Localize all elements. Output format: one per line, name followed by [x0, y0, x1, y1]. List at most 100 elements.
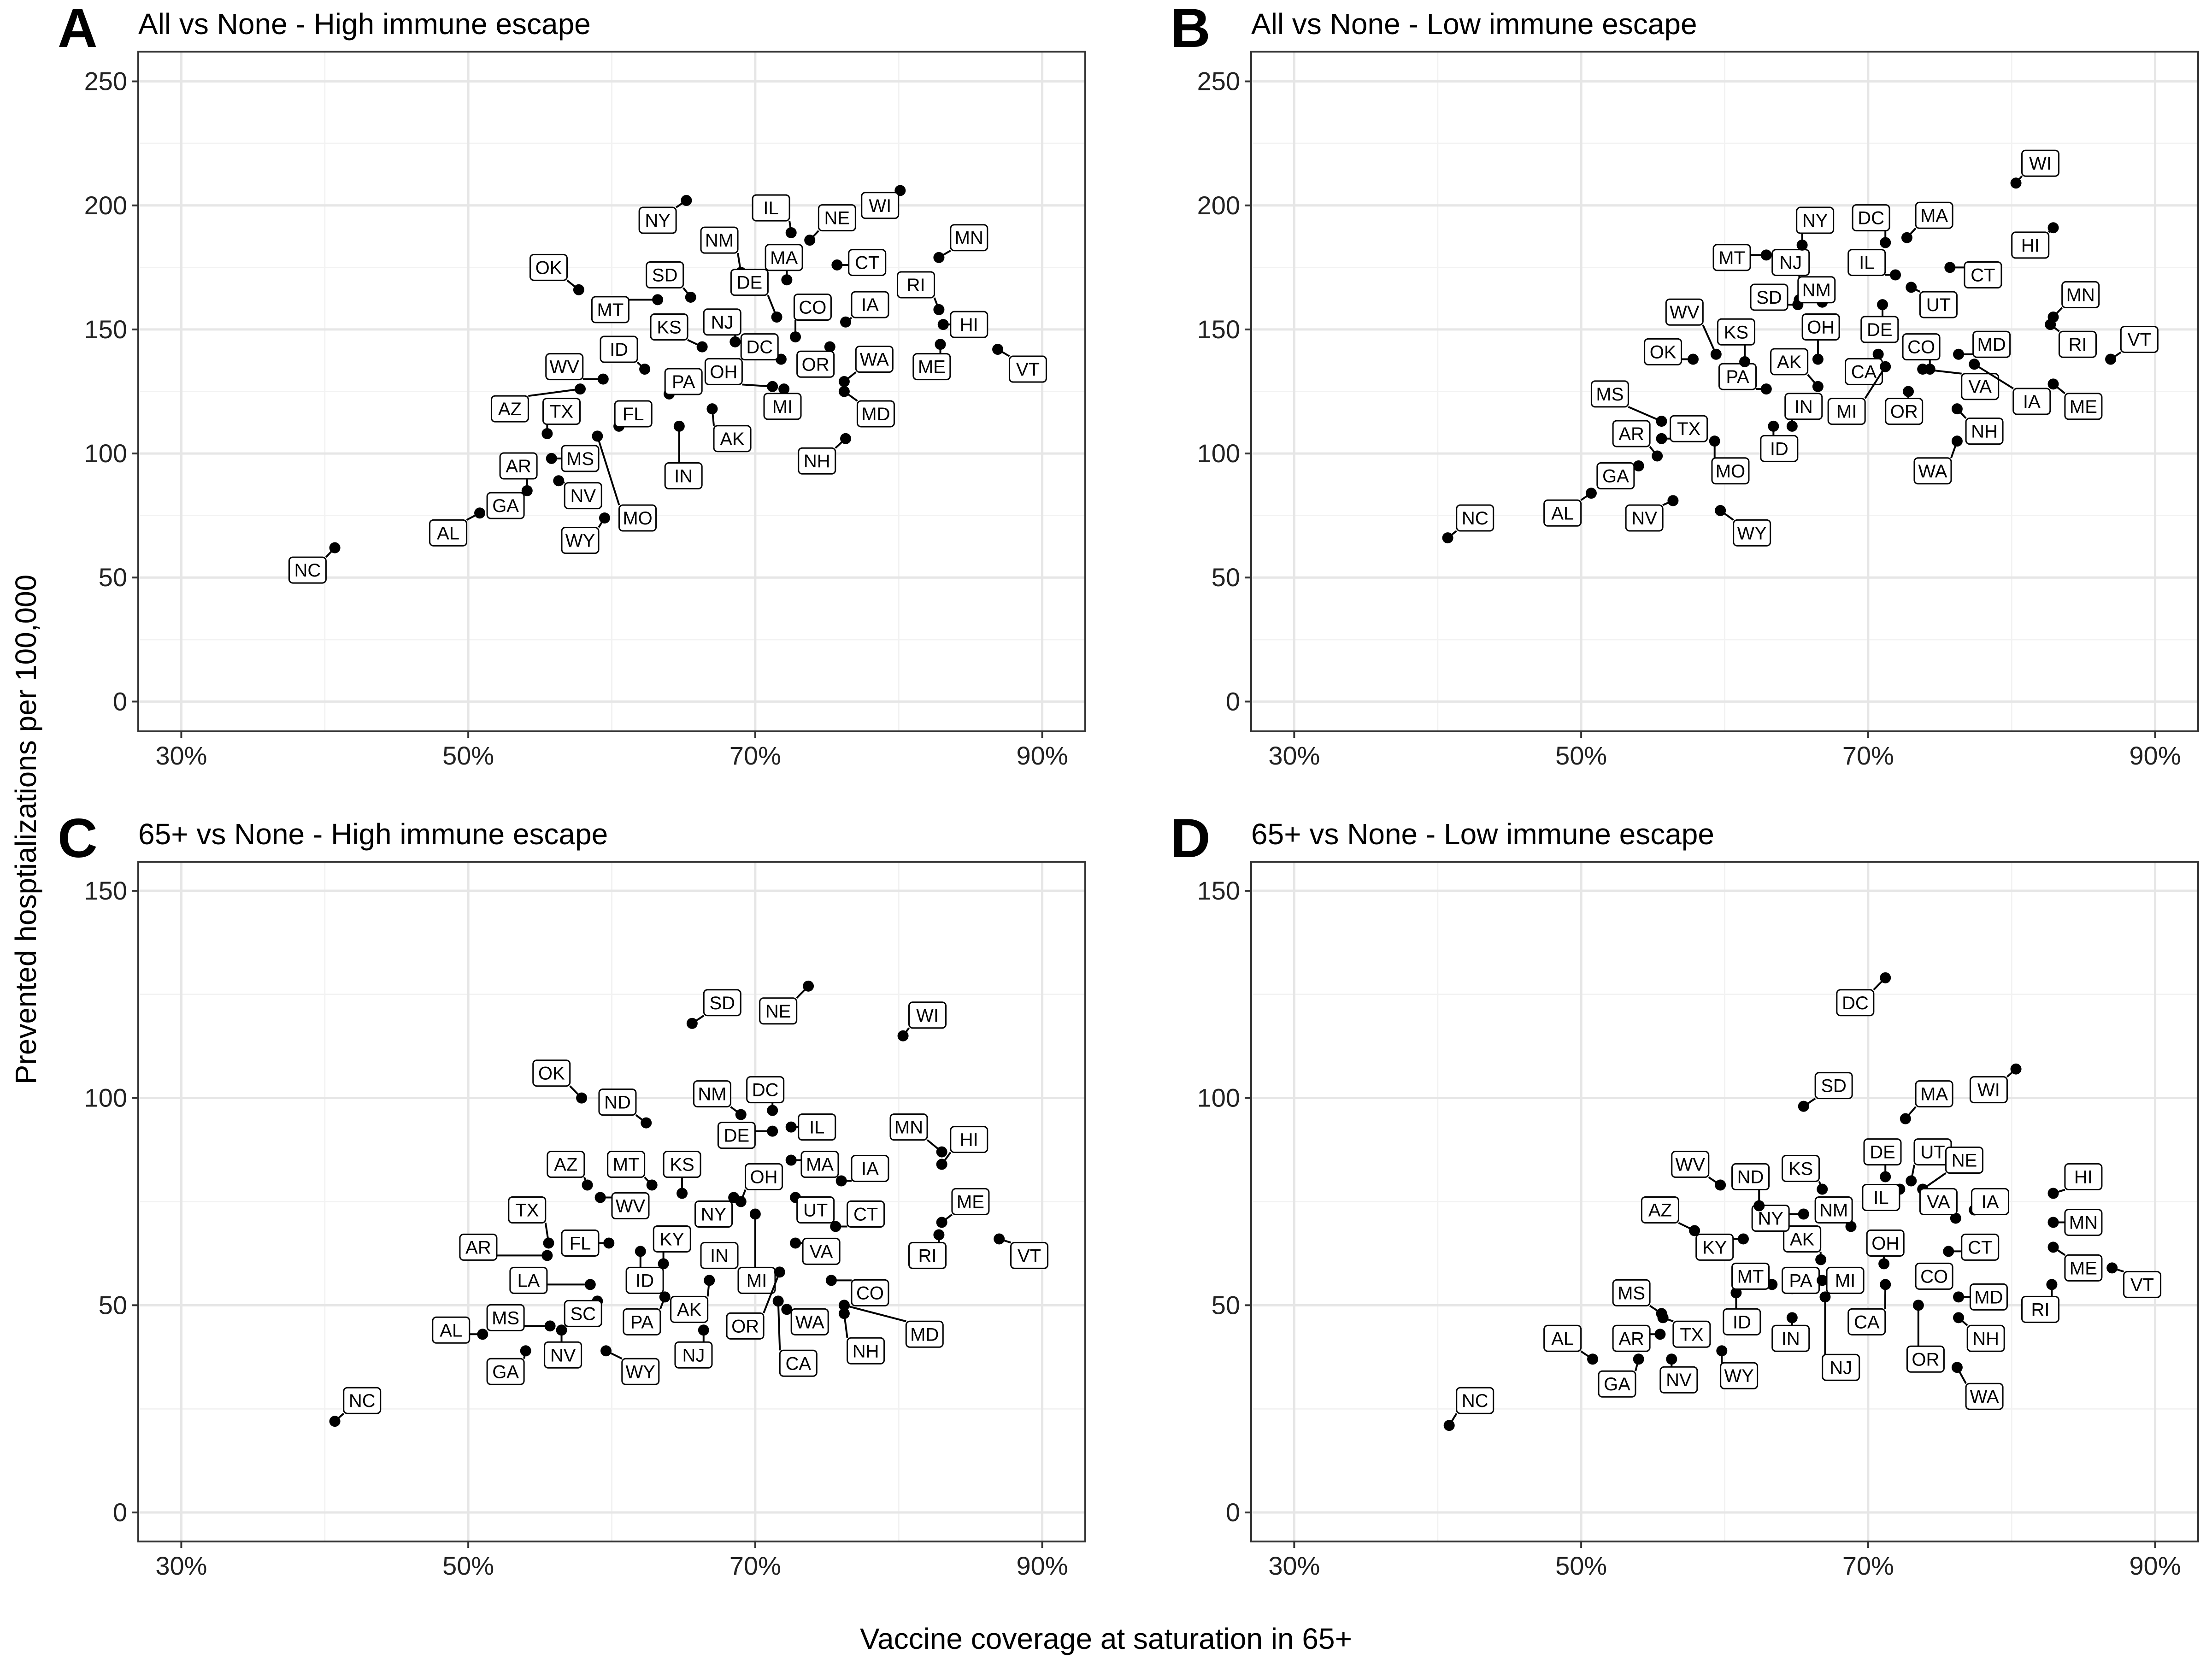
data-point — [599, 512, 610, 524]
state-label-box — [2120, 325, 2159, 353]
data-point — [1845, 1221, 1857, 1232]
state-label: MI — [1836, 402, 1857, 422]
state-label: NC — [1462, 1391, 1488, 1411]
data-point — [824, 341, 835, 353]
state-label-box — [1641, 1196, 1679, 1224]
y-tick-label: 50 — [1212, 1290, 1240, 1319]
data-point — [933, 1229, 945, 1241]
data-point — [685, 291, 696, 303]
state-label: MT — [613, 1155, 640, 1175]
state-label: RI — [918, 1246, 937, 1266]
data-point — [575, 383, 586, 395]
state-label-box — [561, 526, 600, 554]
data-point — [2047, 1217, 2059, 1228]
state-label: MN — [894, 1118, 923, 1138]
state-label: ID — [1770, 439, 1788, 459]
data-point — [1710, 348, 1722, 360]
state-label: MS — [1596, 384, 1624, 405]
state-label: NH — [853, 1341, 879, 1361]
x-tick-label: 70% — [729, 741, 781, 770]
data-point — [729, 336, 741, 347]
state-label: AR — [1618, 424, 1644, 444]
state-label-box — [726, 1312, 765, 1340]
state-label: WY — [1724, 1366, 1753, 1386]
state-label-box — [759, 997, 798, 1025]
data-point — [1796, 239, 1808, 251]
state-label: AL — [437, 523, 459, 543]
data-point — [790, 1237, 801, 1249]
data-point — [681, 194, 692, 206]
data-point — [603, 1237, 615, 1249]
state-label-box — [1720, 1362, 1759, 1389]
x-tick-label: 90% — [1017, 741, 1068, 770]
y-tick-label: 150 — [84, 315, 127, 344]
x-tick-label: 70% — [729, 1551, 781, 1580]
state-label-box — [2064, 393, 2103, 420]
panel-a: A All vs None - High immune escape 30% 50% 7… — [58, 0, 1086, 770]
data-point — [1917, 364, 1929, 375]
state-label: OR — [1912, 1349, 1939, 1370]
state-label: AR — [465, 1237, 491, 1258]
data-point — [1906, 1175, 1917, 1187]
y-tick-label: 100 — [84, 439, 127, 468]
data-point — [1969, 359, 1980, 370]
state-label: MI — [747, 1271, 767, 1291]
state-label-box — [1969, 1076, 2008, 1104]
data-point — [1815, 1254, 1827, 1265]
state-label: GA — [492, 496, 519, 516]
data-point — [1953, 1312, 1965, 1324]
state-label-box — [1612, 1279, 1651, 1306]
state-label: NE — [824, 208, 850, 229]
state-label: ME — [2070, 1258, 2097, 1278]
data-point — [639, 364, 651, 375]
state-label: MO — [623, 508, 652, 529]
state-label: DE — [737, 273, 763, 293]
data-point — [1951, 435, 1963, 447]
state-label: IL — [809, 1118, 824, 1138]
state-label-box — [793, 293, 832, 321]
state-label-box — [1771, 249, 1810, 276]
data-point — [546, 453, 557, 464]
state-label: AZ — [498, 399, 522, 419]
state-label: IL — [763, 198, 778, 218]
y-tick-label: 200 — [84, 191, 127, 220]
data-point — [1903, 386, 1914, 397]
state-label: NH — [804, 451, 830, 471]
x-tick-label: 90% — [2130, 741, 2181, 770]
state-label-box — [779, 1349, 818, 1377]
state-label: IL — [1873, 1188, 1888, 1208]
state-label: CT — [853, 1204, 878, 1224]
state-label-box — [1826, 1266, 1865, 1294]
label-leader — [528, 388, 581, 397]
state-label: CT — [1971, 265, 1995, 285]
state-label-box — [1801, 313, 1840, 341]
state-label-box — [1915, 201, 1953, 229]
state-label: NM — [1819, 1200, 1848, 1220]
state-label-box — [796, 350, 835, 378]
x-tick-label: 30% — [155, 741, 207, 770]
data-point — [1880, 972, 1891, 983]
state-label: MD — [910, 1324, 939, 1345]
data-point — [520, 1345, 531, 1357]
state-label: MS — [492, 1308, 519, 1328]
label-leader — [1628, 406, 1662, 422]
data-point — [592, 430, 603, 442]
state-label-box — [1731, 1163, 1770, 1191]
y-tick-label: 0 — [113, 1498, 127, 1527]
state-label-box — [429, 519, 468, 547]
data-point — [658, 1258, 669, 1270]
data-point — [2106, 1262, 2118, 1274]
data-point — [992, 343, 1004, 355]
data-point — [1944, 262, 1956, 273]
state-label-box — [905, 1320, 944, 1348]
y-tick-label: 0 — [113, 687, 127, 716]
state-label-box — [1827, 398, 1866, 425]
data-point — [1652, 450, 1663, 462]
data-point — [1817, 1183, 1828, 1195]
state-label-box — [950, 311, 988, 338]
state-label: AR — [1618, 1329, 1644, 1349]
state-label: MA — [806, 1155, 834, 1175]
state-label-box — [1969, 1283, 2008, 1311]
x-tick-label: 30% — [155, 1551, 207, 1580]
state-label-box — [1796, 206, 1835, 234]
